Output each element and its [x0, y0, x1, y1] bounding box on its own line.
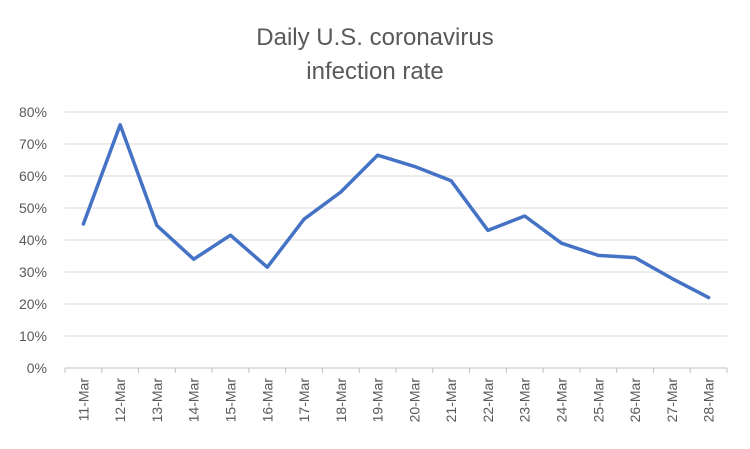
y-tick-label: 70% — [19, 136, 47, 152]
x-tick-label: 28-Mar — [701, 378, 717, 423]
data-point — [596, 253, 600, 257]
data-point — [486, 228, 490, 232]
data-point — [192, 257, 196, 261]
x-axis — [64, 367, 728, 373]
data-point — [633, 256, 637, 260]
data-point — [265, 265, 269, 269]
x-tick-label: 16-Mar — [259, 378, 275, 423]
y-tick-label: 40% — [19, 232, 47, 248]
data-point — [523, 214, 527, 218]
y-tick-label: 50% — [19, 200, 47, 216]
x-tick-label: 26-Mar — [627, 378, 643, 423]
x-tick-label: 11-Mar — [75, 378, 91, 422]
x-tick-label: 24-Mar — [554, 378, 570, 423]
x-axis-tick-labels: 11-Mar 12-Mar 13-Mar 14-Mar 15-Mar 16-Mar 17-M… — [75, 378, 716, 423]
x-tick-label: 15-Mar — [223, 378, 239, 423]
gridlines — [65, 111, 727, 337]
x-tick-label: 18-Mar — [333, 378, 349, 423]
y-tick-label: 0% — [27, 360, 47, 376]
series-line-0 — [81, 123, 711, 300]
chart-title-line-2: infection rate — [306, 58, 443, 85]
data-point — [707, 296, 711, 300]
data-point — [155, 224, 159, 228]
x-tick-label: 27-Mar — [664, 378, 680, 423]
data-point — [412, 164, 416, 168]
chart-title: Daily U.S. coronavirus infection rate — [256, 24, 493, 85]
x-tick-label: 17-Mar — [296, 378, 312, 423]
x-tick-label: 13-Mar — [149, 378, 165, 423]
chart-title-line-1: Daily U.S. coronavirus — [256, 24, 493, 51]
x-tick-label: 12-Mar — [112, 378, 128, 423]
y-tick-label: 60% — [19, 168, 47, 184]
series-group — [81, 123, 711, 300]
data-point — [302, 217, 306, 221]
x-tick-label: 23-Mar — [517, 378, 533, 423]
x-tick-label: 25-Mar — [590, 378, 606, 423]
data-point — [81, 222, 85, 226]
data-point — [339, 190, 343, 194]
x-tick-label: 14-Mar — [186, 378, 202, 423]
y-tick-label: 80% — [19, 104, 47, 120]
y-tick-label: 30% — [19, 264, 47, 280]
data-point — [670, 276, 674, 280]
data-point — [229, 233, 233, 237]
y-axis-tick-labels: 0% 10% 20% 30% 40% 50% 60% 70% 80% — [19, 104, 47, 376]
data-point — [560, 241, 564, 245]
y-tick-label: 10% — [19, 328, 47, 344]
data-point — [376, 153, 380, 157]
data-point — [118, 123, 122, 127]
x-tick-label: 22-Mar — [480, 378, 496, 423]
data-point — [449, 179, 453, 183]
y-tick-label: 20% — [19, 296, 47, 312]
x-tick-label: 19-Mar — [370, 378, 386, 423]
x-tick-label: 21-Mar — [443, 378, 459, 423]
x-tick-label: 20-Mar — [406, 378, 422, 423]
